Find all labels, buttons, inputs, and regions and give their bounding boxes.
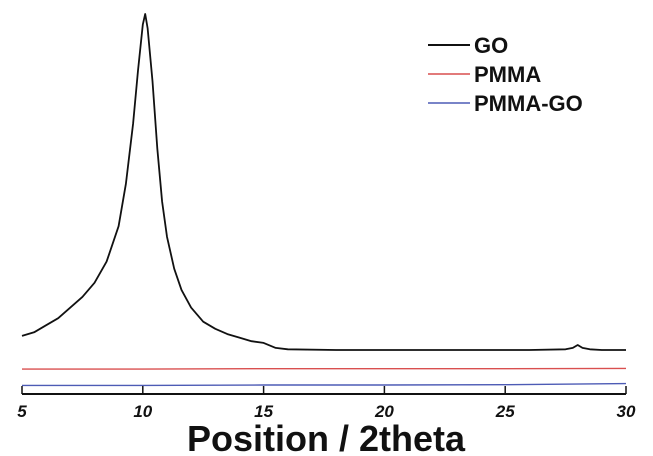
legend: GO PMMA PMMA-GO [428, 33, 583, 116]
x-tick-label-30: 30 [617, 402, 636, 421]
series-line-pmma-go [22, 382, 627, 387]
x-axis-ticks: 5 10 15 20 25 30 [17, 386, 636, 421]
x-tick-label-25: 25 [495, 402, 515, 421]
legend-label-go: GO [474, 33, 508, 58]
x-tick-label-10: 10 [133, 402, 152, 421]
x-axis: 5 10 15 20 25 30 [17, 386, 636, 421]
x-tick-label-20: 20 [374, 402, 394, 421]
legend-label-pmma: PMMA [474, 62, 541, 87]
series-line-pmma [22, 367, 627, 370]
x-tick-label-5: 5 [17, 402, 27, 421]
legend-label-pmma-go: PMMA-GO [474, 91, 583, 116]
x-axis-title: Position / 2theta [187, 418, 466, 456]
x-tick-label-15: 15 [254, 402, 273, 421]
series-layer [21, 13, 627, 387]
series-line-go [21, 13, 626, 351]
